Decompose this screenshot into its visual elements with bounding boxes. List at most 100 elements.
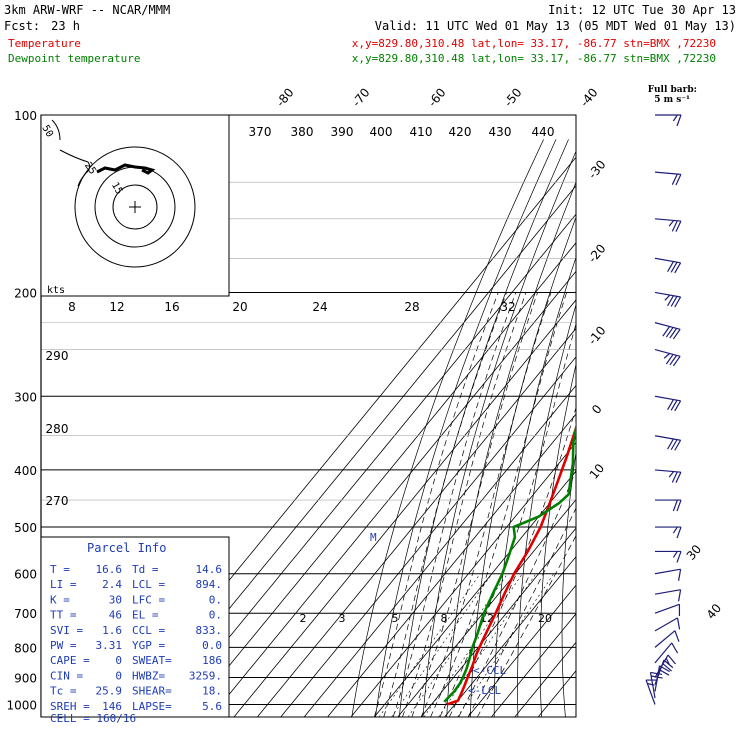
hodograph-arc-50 [51,119,61,141]
hodograph-curve [59,149,91,187]
parcel-info-cell: 146 [102,700,122,713]
wind-barb [655,114,682,127]
dry-adiabat-line [717,139,740,717]
parcel-info-cell: K = [50,593,70,606]
wind-barb [654,395,682,412]
dry-adiabat-line [735,139,740,717]
mixing-ratio-label: 32 [500,300,515,314]
mixing-ratio-label: 3 [339,612,346,625]
isotherm-label-right: 30 [684,542,705,563]
parcel-info-cell: LCL = [132,578,165,591]
isotherm-label-top: -40 [577,85,600,109]
moist-adiabat-line [430,292,567,717]
wind-barb [654,617,681,632]
parcel-info-cell: 30 [109,593,122,606]
pressure-tick-label: 800 [14,641,37,655]
theta-e-label: 390 [331,125,354,139]
mixing-ratio-label: 24 [312,300,327,314]
wind-barb [654,291,682,308]
parcel-info-cell: SWEAT= [132,654,172,667]
isotherm-line [233,299,576,717]
parcel-info-cell: 186 [202,654,222,667]
parcel-info-cell: 5.6 [202,700,222,713]
mixing-ratio-label: 12 [109,300,124,314]
wind-barbs [645,114,682,705]
dry-adiabat-line [624,139,693,717]
parcel-info-cell: PW = [50,639,77,652]
isotherm-line [210,270,576,717]
pressure-tick-label: 700 [14,607,37,621]
parcel-info-cell: 3.31 [96,639,123,652]
parcel-info-cell: LFC = [132,593,165,606]
parcel-info-cell: TT = [50,609,77,622]
wind-barb [654,589,682,602]
marker-lcl: <-LCL [468,684,501,697]
marker-ccl: <-CCL [473,664,506,677]
mixing-ratio-line [391,573,493,717]
dry-adiabat-line [422,150,576,717]
parcel-info-cell: Td = [132,563,159,576]
pressure-tick-label: 100 [14,109,37,123]
wind-barb [654,642,679,664]
wind-barb [654,603,681,617]
isotherm-line [186,242,576,717]
dry-adiabat-line [561,450,576,717]
parcel-info-title: Parcel Info [87,541,166,555]
isotherm-label-top: -70 [349,85,372,109]
pressure-tick-label: 400 [14,464,37,478]
hodograph-ring-inner [112,184,158,230]
parcel-info-cell: 3259. [189,669,222,682]
init-time: Init: 12 UTC Tue 30 Apr 13 [548,3,736,17]
dry-adiabat-line [351,139,544,717]
dry-adiabat-line [700,139,740,717]
profile-line-dewpoint-temperature [443,422,576,703]
hodograph-label-15: 15 [109,181,125,197]
isotherm-line [444,556,576,717]
hodograph-ring-outer [74,146,196,268]
parcel-info-cell: CCL = [132,624,165,637]
parcel-info-cell: CIN = [50,669,83,682]
legend-dewpoint-info: x,y=829.80,310.48 lat,lon= 33.17, -86.77… [352,52,716,65]
model-title: 3km ARW-WRF -- NCAR/MMM [4,3,170,17]
valid-time: Valid: 11 UTC Wed 01 May 13 (05 MDT Wed … [375,19,736,33]
isotherm-label-right: 40 [704,601,725,622]
isotherm-line [420,527,576,717]
isotherm-line [537,670,576,717]
mixing-ratio-label: 16 [164,300,179,314]
mixing-ratio-label: 2 [300,612,307,625]
parcel-info-cell: 2.4 [102,578,122,591]
moist-adiabat-line [476,534,576,717]
wind-barb [654,654,676,678]
moist-adiabat-line [383,292,507,717]
parcel-info-cell: EL = [132,609,159,622]
moist-adiabat-line [467,507,576,717]
isotherm-label-top: -50 [501,85,524,109]
wind-barb [654,322,681,340]
parcel-info-cell: SVI = [50,624,83,637]
marker-m: M [370,531,377,544]
mixing-ratio-line [457,573,554,717]
moist-adiabat-line [402,292,527,717]
isotherm-label-right: -30 [585,157,608,181]
hodograph-label-50: 50 [39,123,55,139]
pressure-tick-label: 1000 [6,699,37,713]
pressure-tick-label: 200 [14,286,37,300]
profile-series [443,422,576,706]
parcel-info-cell: LAPSE= [132,700,172,713]
profile-line-temperature [446,423,576,706]
parcel-info-cell: 833. [196,624,223,637]
wind-barb [649,671,663,699]
isotherm-label-top: -80 [273,85,296,109]
wind-barb [654,469,682,484]
theta-e-label: 440 [532,125,555,139]
parcel-info-cell: 14.6 [196,563,223,576]
pressure-tick-label: 900 [14,672,37,686]
isotherm-label-right: 10 [587,461,608,482]
wind-barb [655,526,682,539]
parcel-info-cell: 16.6 [96,563,123,576]
parcel-info-cell: YGP = [132,639,165,652]
theta-label: 280 [46,422,69,436]
dry-adiabat-line [663,139,718,717]
isotherm-line [491,613,576,717]
